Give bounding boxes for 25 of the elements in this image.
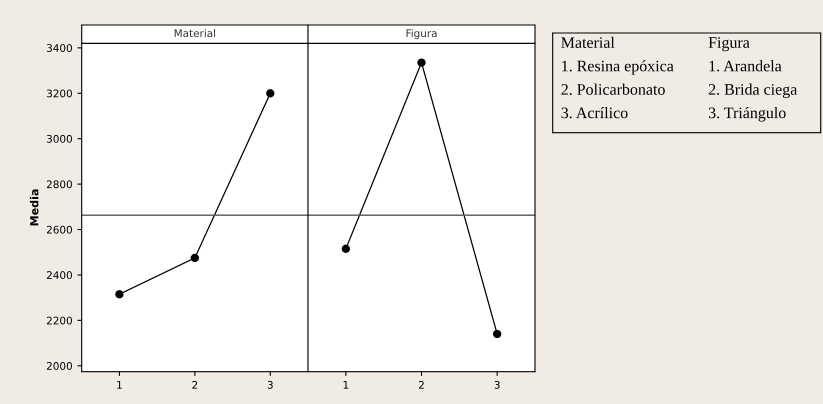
x-tick-label: 3	[494, 380, 500, 389]
text: Material	[561, 36, 615, 48]
y-tick-label: 2400	[46, 271, 72, 280]
x-tick-label: 3	[268, 380, 273, 389]
text: 1. Arandela	[710, 60, 782, 72]
text: 3. Triángulo	[708, 106, 786, 122]
y-tick-label: 2200	[46, 316, 72, 324]
x-tick-label: 1	[344, 381, 348, 389]
text: 3. Acrílico	[562, 106, 628, 118]
x-tick-label: 2	[192, 380, 198, 389]
x-tick-label: 2	[418, 380, 424, 389]
y-tick-label: 2800	[46, 180, 72, 188]
y-axis-title: Media	[30, 189, 38, 226]
text: 1. Resina epóxica	[562, 60, 674, 75]
y-tick-label: 3400	[46, 44, 72, 52]
text: 2. Policarbonato	[561, 84, 665, 95]
y-tick-label: 3200	[46, 89, 72, 98]
y-tick-label: 3000	[46, 134, 72, 143]
x-tick-label: 1	[117, 381, 122, 389]
chart-title: Figura	[406, 29, 437, 40]
text: 2. Brida ciega	[708, 84, 798, 98]
text: Figura	[708, 37, 750, 52]
chart-title: Material	[174, 29, 216, 38]
y-tick-label: 2000	[46, 362, 72, 370]
y-tick-label: 2600	[46, 226, 72, 234]
